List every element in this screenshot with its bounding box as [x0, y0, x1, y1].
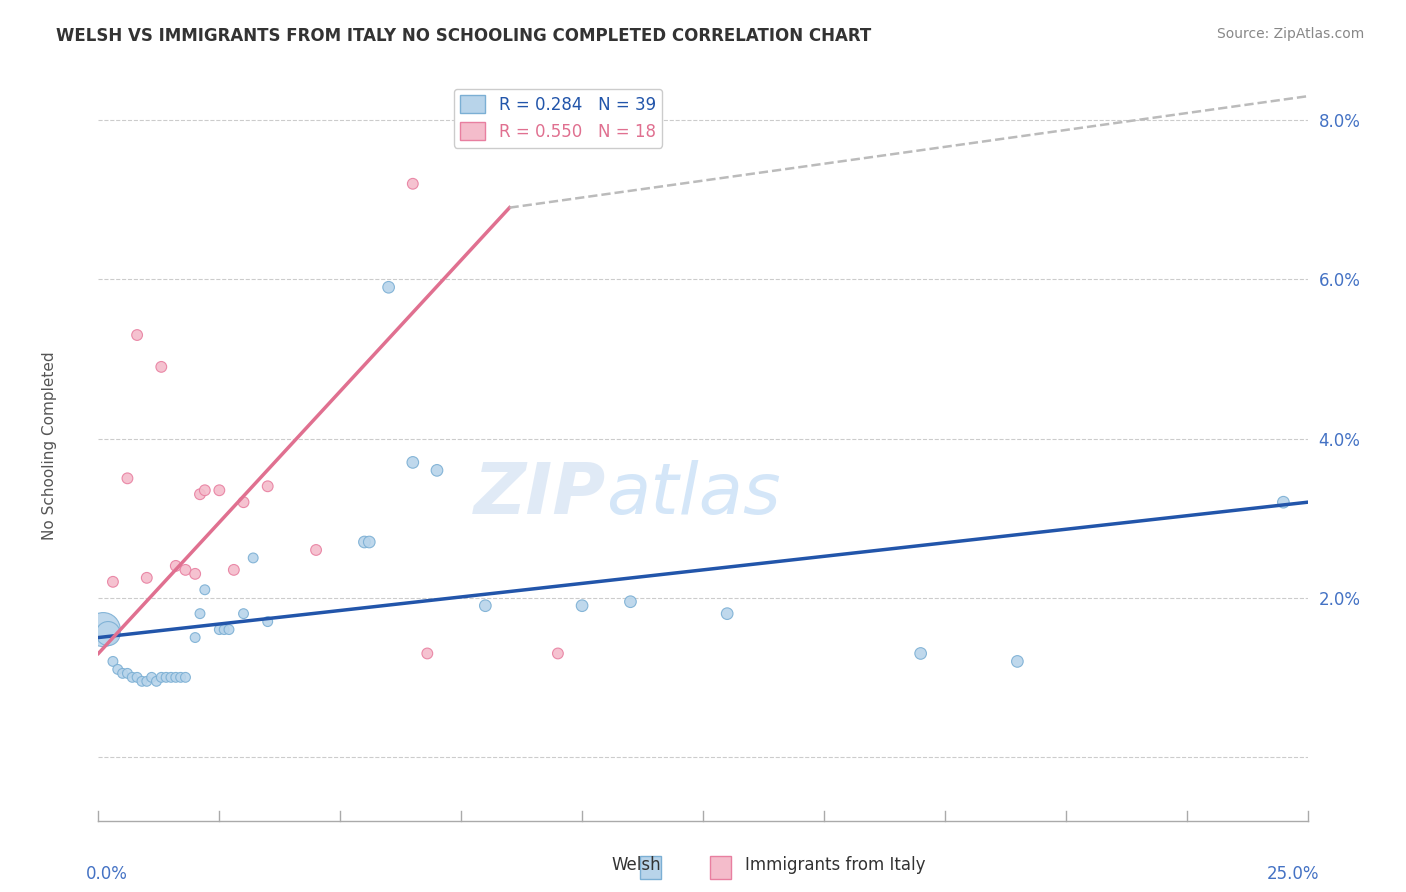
Point [194, 483, 217, 498]
Text: 25.0%: 25.0% [1267, 865, 1320, 883]
Point [242, 550, 264, 565]
Point [184, 631, 207, 645]
Point [169, 670, 191, 684]
Point [174, 670, 197, 684]
Text: atlas: atlas [606, 460, 780, 529]
Text: No Schooling Completed: No Schooling Completed [42, 351, 56, 541]
Point [353, 535, 375, 549]
Text: Welsh: Welsh [612, 856, 661, 874]
Point [121, 670, 143, 684]
Point [222, 563, 245, 577]
Legend: R = 0.284   N = 39, R = 0.550   N = 18: R = 0.284 N = 39, R = 0.550 N = 18 [454, 88, 662, 147]
Point [101, 655, 124, 669]
Point [111, 666, 134, 681]
Point [547, 647, 569, 661]
Point [232, 607, 254, 621]
Point [97, 626, 120, 640]
Text: WELSH VS IMMIGRANTS FROM ITALY NO SCHOOLING COMPLETED CORRELATION CHART: WELSH VS IMMIGRANTS FROM ITALY NO SCHOOL… [56, 27, 872, 45]
Point [194, 582, 217, 597]
Point [218, 623, 240, 637]
Point [91, 623, 114, 637]
Point [716, 607, 738, 621]
Point [188, 607, 211, 621]
Point [232, 495, 254, 509]
Point [256, 615, 278, 629]
Point [160, 670, 183, 684]
Text: Source: ZipAtlas.com: Source: ZipAtlas.com [1216, 27, 1364, 41]
Text: 0.0%: 0.0% [86, 865, 128, 883]
Point [127, 670, 149, 684]
Point [208, 623, 231, 637]
Text: Immigrants from Italy: Immigrants from Italy [745, 856, 925, 874]
Point [256, 479, 278, 493]
Point [150, 670, 173, 684]
Point [117, 471, 139, 485]
Point [474, 599, 496, 613]
Point [426, 463, 449, 477]
Point [150, 359, 173, 374]
Point [145, 674, 167, 689]
Point [184, 566, 207, 581]
Point [208, 483, 231, 498]
Point [359, 535, 381, 549]
Point [402, 455, 425, 469]
Point [107, 662, 129, 676]
Point [135, 571, 157, 585]
Point [377, 280, 399, 294]
Point [117, 666, 139, 681]
Point [571, 599, 593, 613]
Point [165, 670, 187, 684]
Point [135, 674, 157, 689]
Point [101, 574, 124, 589]
Point [141, 670, 163, 684]
Point [416, 647, 439, 661]
Point [1007, 655, 1029, 669]
Point [127, 328, 149, 343]
Point [188, 487, 211, 501]
Point [165, 558, 187, 573]
Point [131, 674, 153, 689]
Text: ZIP: ZIP [474, 460, 606, 529]
Point [305, 543, 328, 558]
Point [1272, 495, 1295, 509]
Point [619, 595, 641, 609]
Point [174, 563, 197, 577]
Point [155, 670, 177, 684]
Point [910, 647, 932, 661]
Point [402, 177, 425, 191]
Point [212, 623, 235, 637]
